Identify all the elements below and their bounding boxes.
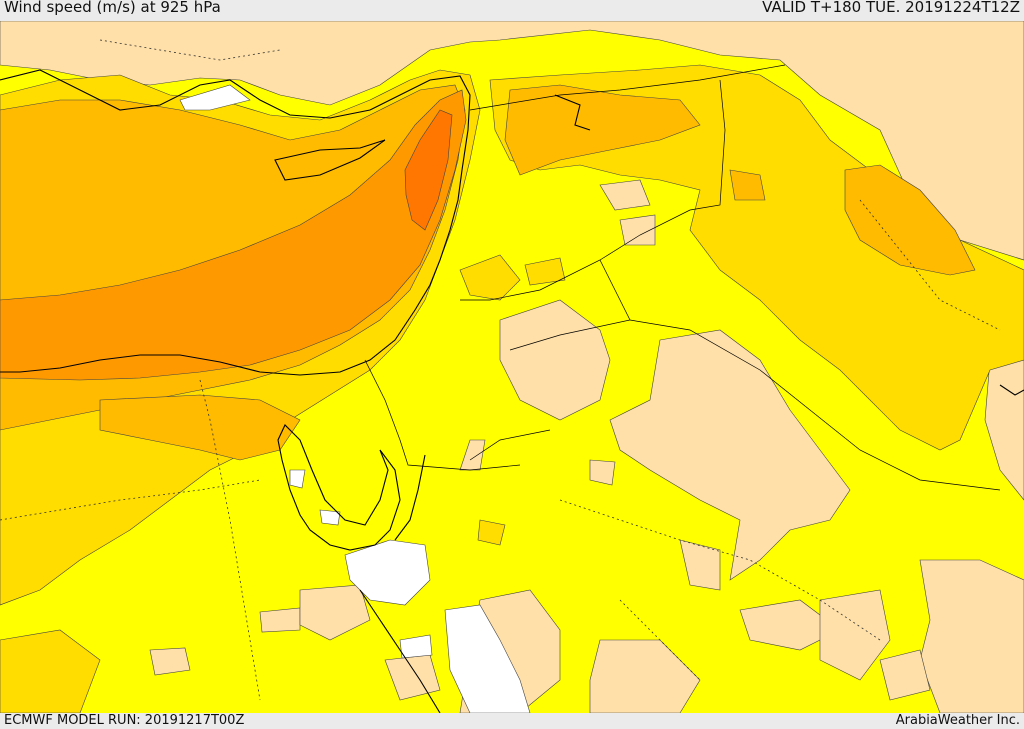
field-very-strong (0, 89, 467, 381)
credit: ArabiaWeather Inc. (895, 713, 1020, 728)
wind-speed-map (0, 21, 1024, 713)
map-title: Wind speed (m/s) at 925 hPa (4, 0, 221, 16)
footer-bar: ECMWF MODEL RUN: 20191217T00Z ArabiaWeat… (0, 713, 1024, 729)
coastlines (0, 69, 1024, 713)
header-bar: Wind speed (m/s) at 925 hPa VALID T+180 … (0, 0, 1024, 21)
model-run: ECMWF MODEL RUN: 20191217T00Z (4, 713, 245, 728)
valid-time: VALID T+180 TUE. 20191224T12Z (762, 0, 1020, 16)
admin-lines (0, 39, 1001, 701)
field-gale (404, 109, 453, 231)
field-calm (179, 84, 531, 713)
borders (364, 64, 1001, 491)
map-canvas (0, 21, 1024, 713)
